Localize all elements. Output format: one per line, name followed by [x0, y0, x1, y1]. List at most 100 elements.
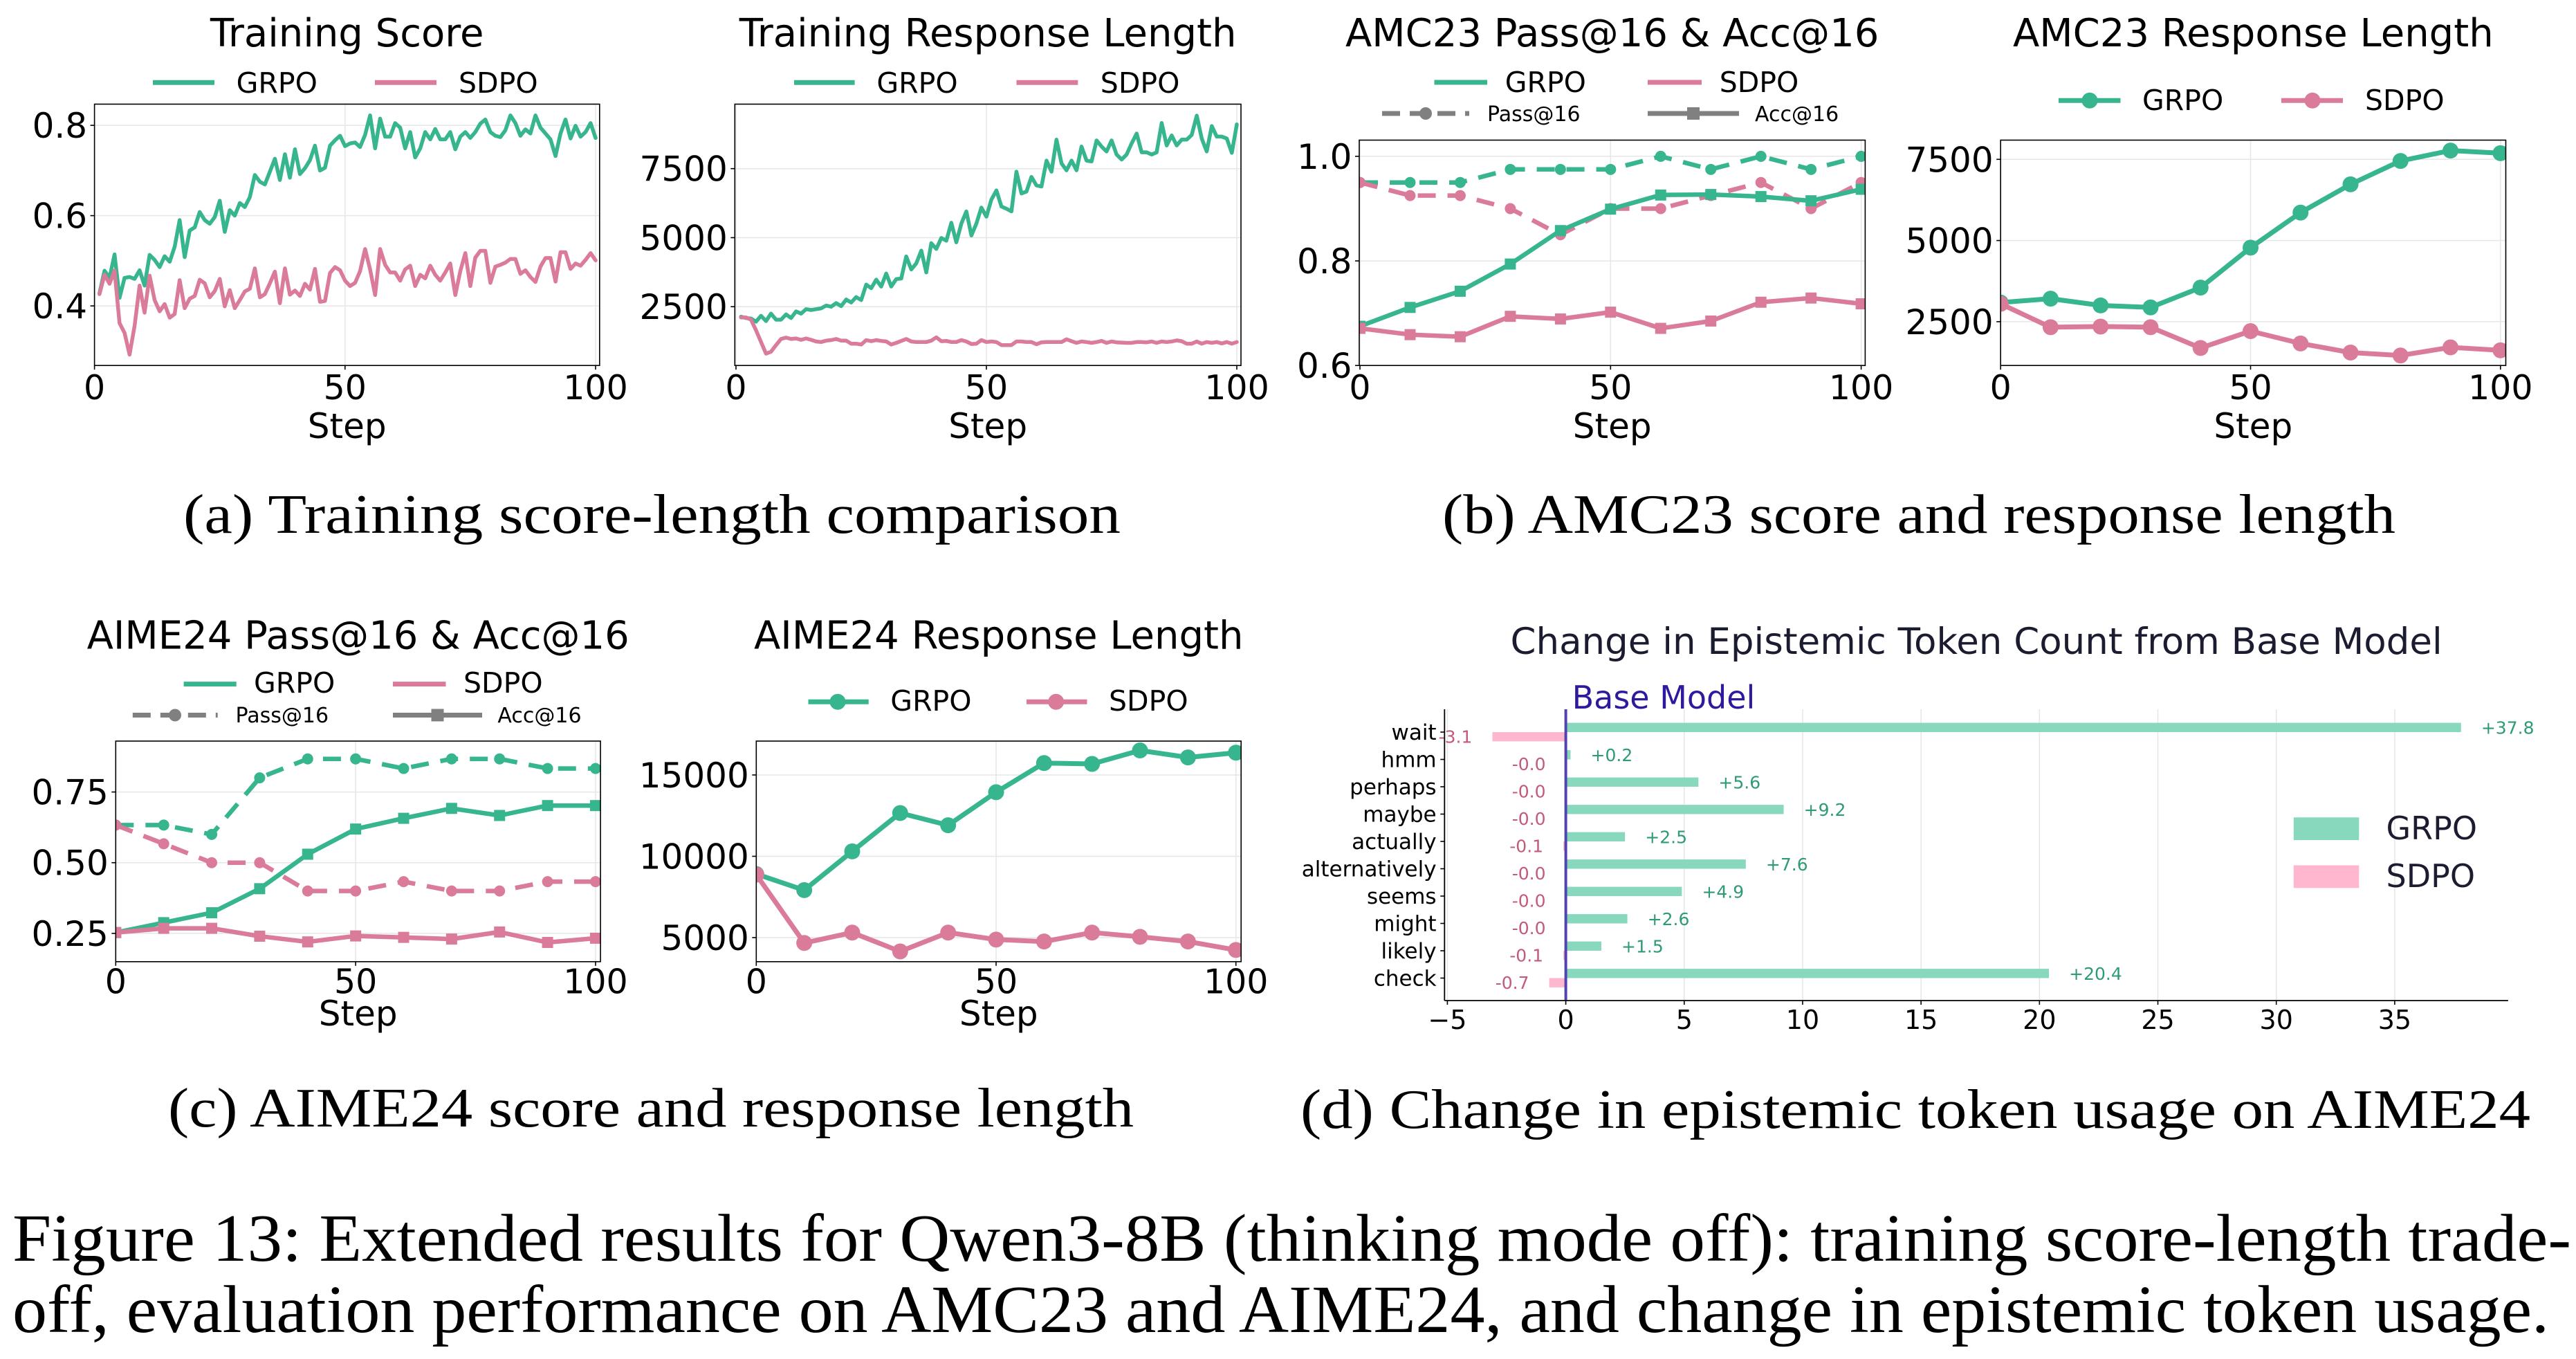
legend: GRPO SDPO	[794, 66, 1179, 100]
x-tick-label: 0	[84, 368, 105, 408]
chart-title: AIME24 Pass@16 & Acc@16	[87, 614, 629, 659]
x-tick-label: 30	[2260, 1005, 2293, 1035]
y-tick-label: 5000	[1905, 221, 1993, 262]
grpo-pass-16-point	[494, 753, 506, 765]
grpo-acc-16-point	[1655, 189, 1666, 201]
y-tick-label: 0.4	[33, 286, 88, 327]
grpo-point	[1084, 756, 1101, 772]
grpo-pass-16-point	[1705, 163, 1717, 175]
grpo-point	[1179, 749, 1196, 766]
legend-marker-circle	[2081, 92, 2098, 109]
grpo-value-label: +5.6	[1718, 772, 1760, 792]
sdpo-pass-16-point	[350, 885, 362, 897]
sdpo-point	[1132, 929, 1148, 945]
figure-caption-line-1: Figure 13: Extended results for Qwen3-8B…	[12, 1201, 2571, 1276]
grpo-pass-16-point	[1805, 163, 1817, 175]
y-tick-label: 0.50	[31, 843, 108, 884]
sdpo-value-label: -0.1	[1509, 946, 1543, 966]
y-tick-label: 0.8	[1297, 241, 1352, 282]
grpo-acc-16-point	[1605, 203, 1617, 215]
x-axis-label: Step	[948, 406, 1027, 446]
grpo-value-label: +7.6	[1766, 855, 1808, 875]
subcaption-b: (b) AMC23 score and response length	[1442, 484, 2395, 545]
sdpo-acc-16-point	[1359, 322, 1366, 334]
sdpo-acc-16-point	[1755, 296, 1767, 308]
grpo-point	[2442, 143, 2459, 159]
grpo-bar	[1565, 805, 1784, 814]
category-label: likely	[1381, 939, 1436, 964]
grpo-acc-16-point	[1505, 258, 1516, 270]
sdpo-pass-16-point	[1404, 190, 1416, 201]
legend-item-grpo: GRPO	[2293, 810, 2477, 847]
legend-item-sdpo: SDPO	[2293, 857, 2475, 895]
sdpo-acc-16-point	[494, 926, 506, 938]
x-tick-label: 35	[2378, 1005, 2411, 1035]
legend-marker-circle	[2304, 92, 2321, 109]
x-tick-label: 50	[2229, 368, 2272, 408]
legend-label: Pass@16	[1487, 102, 1581, 127]
grpo-acc-16-point	[206, 907, 218, 919]
sdpo-pass-16-point	[1655, 203, 1666, 215]
sdpo-point	[2042, 319, 2059, 336]
grpo-pass-16-point	[206, 828, 218, 840]
figure-caption-line-2: off, evaluation performance on AMC23 and…	[12, 1273, 2549, 1347]
grpo-point	[844, 843, 861, 859]
legend-item-grpo: GRPO	[1434, 66, 1586, 99]
axes-frame	[2000, 139, 2507, 367]
subcaption-c: (c) AIME24 score and response length	[168, 1078, 1134, 1139]
grpo-point	[2092, 297, 2109, 313]
grpo-bar	[1565, 969, 2050, 978]
plot-area	[756, 742, 1242, 960]
category-label: maybe	[1363, 803, 1436, 828]
legend: GRPO SDPO	[2059, 84, 2445, 117]
grpo-pass-16-point	[1655, 150, 1666, 162]
grpo-pass-16-point	[1554, 163, 1566, 175]
sdpo-point	[1036, 933, 1052, 950]
sdpo-pass-16-point	[494, 885, 506, 897]
legend-marker-circle	[829, 693, 846, 710]
x-tick-label: 100	[563, 368, 628, 408]
chart-title: Training Response Length	[739, 11, 1237, 56]
sdpo-acc-16-point	[542, 937, 553, 949]
legend-label: SDPO	[1720, 66, 1799, 99]
grpo-pass-16-point	[302, 753, 313, 765]
axes-frame	[755, 740, 1242, 963]
sdpo-value-label: -0.0	[1512, 864, 1546, 884]
grpo-acc-16-point	[1705, 189, 1717, 201]
sdpo-acc-16-point	[1855, 298, 1866, 310]
legend-label: Acc@16	[1755, 102, 1839, 127]
legend-item-sdpo: SDPO	[2281, 84, 2445, 117]
legend-item-acc-16: Acc@16	[393, 704, 582, 728]
sdpo-point	[2392, 347, 2409, 364]
grpo-point	[2243, 239, 2259, 256]
plot-area	[739, 113, 1239, 356]
grpo-acc-16-point	[1755, 191, 1767, 203]
sdpo-acc-16-point	[350, 930, 362, 942]
sdpo-point	[2243, 323, 2259, 340]
sdpo-line	[98, 247, 598, 357]
grpo-value-label: +2.6	[1648, 909, 1690, 929]
grpo-point	[2392, 153, 2409, 170]
sdpo-line	[739, 316, 1239, 356]
y-tick-label: 10000	[639, 837, 749, 877]
subcaption-a: (a) Training score-length comparison	[183, 484, 1121, 545]
y-tick-label: 2500	[640, 287, 728, 327]
x-tick-label: −5	[1428, 1005, 1466, 1035]
sdpo-value-label: -0.0	[1512, 782, 1546, 802]
legend-swatch-patch	[2293, 865, 2359, 888]
subcaption-d: (d) Change in epistemic token usage on A…	[1300, 1079, 2530, 1140]
sdpo-acc-16-point	[1705, 315, 1717, 327]
x-tick-label: 50	[975, 963, 1018, 1002]
sdpo-acc-16-point	[254, 931, 266, 942]
sdpo-point	[796, 935, 813, 951]
legend-label: GRPO	[1505, 66, 1586, 99]
chart-title: AMC23 Response Length	[2013, 11, 2494, 56]
grpo-acc-16-point	[1554, 225, 1566, 237]
legend-item-grpo: GRPO	[794, 66, 958, 100]
sdpo-acc-16-point	[158, 922, 169, 934]
grpo-pass-16-point	[158, 819, 169, 831]
grpo-pass-16-point	[1404, 176, 1416, 188]
x-tick-label: 100	[1829, 368, 1894, 408]
